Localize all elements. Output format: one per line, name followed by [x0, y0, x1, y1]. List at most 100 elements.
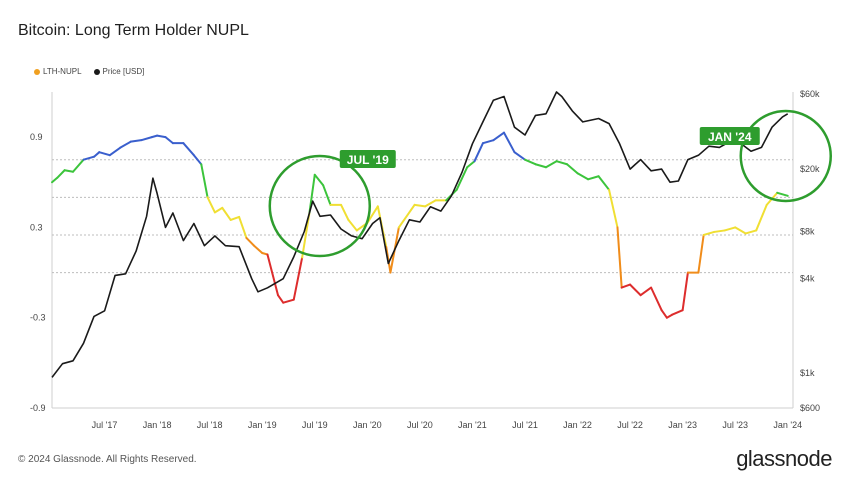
nupl-segment	[473, 142, 484, 163]
nupl-segment	[481, 139, 495, 145]
nupl-segment	[523, 158, 537, 166]
nupl-segment	[72, 158, 85, 173]
nupl-segment	[413, 203, 427, 208]
legend-label-nupl: LTH-NUPL	[43, 67, 82, 76]
nupl-segment	[313, 173, 325, 187]
nupl-segment	[51, 176, 59, 184]
legend-swatch-nupl	[34, 68, 40, 75]
nupl-segment	[697, 233, 705, 274]
nupl-segment	[213, 206, 224, 214]
price-line-path	[51, 91, 789, 378]
nupl-segment	[397, 203, 416, 229]
x-tick-label: Jan '18	[143, 420, 172, 430]
right-axis-ticks: $600 $1k $4k $8k $20k $60k	[800, 89, 820, 413]
x-tick-label: Jul '23	[722, 420, 748, 430]
nupl-segment	[82, 155, 96, 161]
x-tick-label: Jan '20	[353, 420, 382, 430]
nupl-segment	[119, 140, 132, 149]
nupl-segment	[755, 203, 768, 232]
nupl-segment	[681, 271, 689, 312]
nupl-segment	[98, 151, 111, 157]
x-tick-label: Jul '18	[197, 420, 223, 430]
nupl-segment	[455, 166, 469, 191]
nupl-segment	[108, 146, 122, 157]
nupl-segment	[192, 154, 203, 166]
nupl-segment	[665, 313, 674, 319]
x-tick-label: Jan '23	[668, 420, 697, 430]
nupl-segment	[347, 218, 358, 232]
left-tick-label: -0.9	[30, 403, 46, 413]
nupl-segment	[534, 163, 547, 169]
nupl-segment	[502, 131, 516, 154]
nupl-segment	[492, 131, 505, 142]
annotation-label-jan24: JAN '24	[708, 130, 752, 144]
left-tick-label: 0.9	[30, 132, 43, 142]
annotations: JUL '19 JAN '24	[268, 109, 832, 258]
nupl-segment	[56, 169, 66, 179]
nupl-segment	[671, 309, 684, 316]
nupl-segment	[776, 191, 789, 197]
nupl-segment	[164, 136, 174, 145]
nupl-segment	[245, 236, 255, 247]
x-axis-ticks: Jul '17 Jan '18 Jul '18 Jan '19 Jul '19 Jan '…	[92, 420, 802, 430]
x-tick-label: Jul '17	[92, 420, 118, 430]
nupl-segment	[466, 160, 476, 169]
nupl-segment	[616, 226, 623, 289]
nupl-segment	[744, 229, 758, 235]
copyright-footer: © 2024 Glassnode. All Rights Reserved.	[18, 454, 197, 465]
nupl-segment	[723, 226, 737, 232]
nupl-segment	[292, 256, 304, 301]
x-tick-label: Jul '20	[407, 420, 433, 430]
chart-legend: LTH-NUPL Price [USD]	[34, 67, 144, 76]
nupl-segment	[424, 199, 437, 208]
nupl-segment	[702, 230, 716, 236]
glassnode-logo: glassnode	[736, 446, 832, 471]
nupl-segment	[566, 163, 579, 175]
nupl-segment	[156, 134, 167, 139]
x-tick-label: Jul '19	[302, 420, 328, 430]
nupl-segment	[282, 298, 295, 304]
grid-lines	[51, 92, 794, 409]
nupl-segment	[340, 203, 350, 221]
nupl-segment	[221, 206, 232, 221]
nupl-segment	[322, 184, 332, 206]
left-tick-label: -0.3	[30, 313, 46, 323]
nupl-segment	[597, 175, 611, 191]
annotation-badge-jan24	[699, 127, 760, 145]
nupl-segment	[252, 244, 264, 255]
nupl-segment	[93, 151, 101, 158]
nupl-segment	[238, 215, 248, 239]
x-tick-label: Jan '22	[563, 420, 592, 430]
annotation-label-jul19: JUL '19	[347, 153, 389, 167]
nupl-segment	[713, 229, 726, 233]
x-tick-label: Jul '22	[617, 420, 643, 430]
legend-item-nupl[interactable]: LTH-NUPL	[34, 67, 82, 76]
nupl-segment	[555, 160, 569, 166]
left-axis-ticks: 0.9 0.3 -0.3 -0.9	[30, 132, 46, 413]
x-tick-label: Jan '21	[458, 420, 487, 430]
right-tick-label: $1k	[800, 368, 815, 378]
legend-label-price: Price [USD]	[102, 67, 145, 76]
nupl-segment	[629, 283, 642, 297]
nupl-segment	[660, 309, 668, 319]
nupl-segment	[206, 196, 216, 214]
nupl-segment	[576, 172, 590, 181]
nupl-segment	[308, 173, 316, 214]
annotation-circle-jul19	[268, 154, 372, 258]
right-tick-label: $8k	[800, 227, 815, 237]
nupl-segment	[129, 139, 143, 143]
legend-swatch-price	[93, 68, 100, 75]
nupl-segment	[200, 163, 209, 199]
nupl-segment	[140, 136, 153, 142]
nupl-segment	[366, 205, 379, 224]
annotation-circle-jan24	[739, 109, 832, 203]
right-tick-label: $600	[800, 403, 820, 413]
price-series	[51, 91, 789, 378]
nupl-segment	[63, 169, 75, 173]
nupl-segment	[650, 286, 663, 312]
nupl-segment	[639, 286, 653, 297]
legend-item-price[interactable]: Price [USD]	[93, 67, 145, 76]
right-tick-label: $60k	[800, 89, 820, 99]
nupl-segment	[587, 175, 600, 181]
